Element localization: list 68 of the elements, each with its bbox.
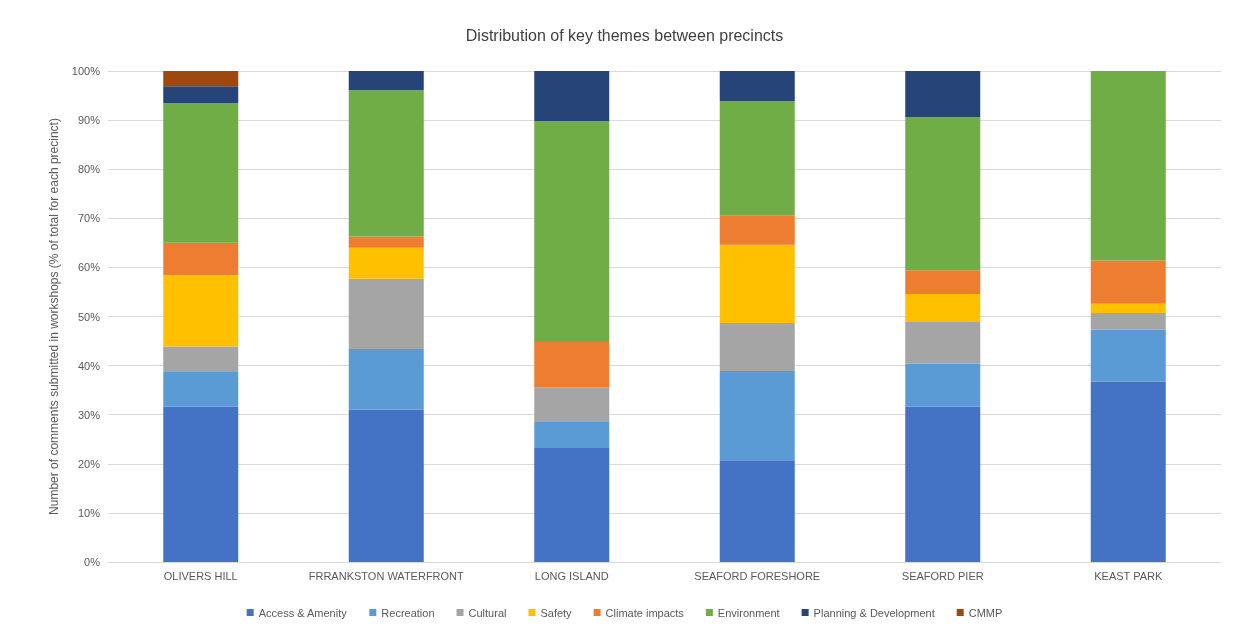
bar xyxy=(1090,329,1166,382)
legend-label: Planning & Development xyxy=(813,606,935,619)
bar xyxy=(163,71,239,87)
bar xyxy=(534,422,610,449)
bar xyxy=(348,409,424,562)
bar xyxy=(534,448,610,562)
bar xyxy=(163,371,239,407)
legend-label: CMMP xyxy=(968,606,1003,619)
legend-label: Environment xyxy=(717,606,780,619)
bar xyxy=(348,348,424,410)
bar xyxy=(534,387,610,423)
bar xyxy=(719,322,795,371)
bar xyxy=(719,460,795,562)
y-tick-label: 30% xyxy=(77,408,101,421)
bar xyxy=(163,346,239,372)
bar xyxy=(905,117,981,271)
chart-title: Distribution of key themes between precincts xyxy=(465,26,784,44)
y-tick-label: 80% xyxy=(77,163,101,176)
bar xyxy=(719,244,795,323)
legend-label: Cultural xyxy=(468,606,507,619)
legend-label: Access & Amenity xyxy=(258,606,348,619)
legend-label: Climate impacts xyxy=(605,606,685,619)
bar xyxy=(1090,313,1166,330)
x-tick-label: SEAFORD FORESHORE xyxy=(694,569,821,582)
x-tick-label: FRRANKSTON WATERFRONT xyxy=(308,569,465,582)
x-tick-label: SEAFORD PIER xyxy=(901,569,984,582)
bar xyxy=(348,278,424,349)
bar xyxy=(905,270,981,294)
bar xyxy=(163,406,239,562)
y-tick-label: 70% xyxy=(77,212,101,225)
bar xyxy=(719,71,795,101)
bar xyxy=(719,215,795,245)
y-tick-label: 10% xyxy=(77,506,101,519)
y-tick-label: 0% xyxy=(84,556,101,568)
y-tick-label: 20% xyxy=(77,457,101,470)
y-tick-label: 60% xyxy=(77,261,101,274)
bar xyxy=(163,275,239,347)
y-tick-label: 40% xyxy=(77,359,101,372)
x-tick-label: OLIVERS HILL xyxy=(163,569,238,582)
bar xyxy=(905,293,981,322)
bar xyxy=(163,242,239,276)
bar xyxy=(348,71,424,91)
bar xyxy=(905,363,981,407)
bar xyxy=(905,71,981,118)
legend-label: Safety xyxy=(540,606,573,619)
bar xyxy=(534,342,610,388)
bar xyxy=(163,102,239,243)
y-tick-label: 90% xyxy=(77,114,101,127)
bar xyxy=(348,236,424,248)
y-axis-title: Number of comments submitted in workshops (% of total for each precinct) xyxy=(47,118,61,515)
bar xyxy=(905,406,981,562)
bar xyxy=(905,321,981,364)
bar xyxy=(534,71,610,122)
bar xyxy=(1090,381,1166,562)
bar xyxy=(719,100,795,216)
bar xyxy=(534,121,610,343)
bar xyxy=(348,247,424,279)
bar xyxy=(348,90,424,237)
y-tick-label: 50% xyxy=(77,310,101,323)
bar xyxy=(719,371,795,461)
x-tick-label: KEAST PARK xyxy=(1094,569,1163,582)
bar xyxy=(1090,260,1166,304)
bar xyxy=(163,86,239,103)
legend-label: Recreation xyxy=(381,606,435,619)
bar xyxy=(1090,303,1166,314)
x-tick-label: LONG ISLAND xyxy=(534,569,609,582)
bar xyxy=(1090,71,1166,261)
y-tick-label: 100% xyxy=(71,65,101,77)
